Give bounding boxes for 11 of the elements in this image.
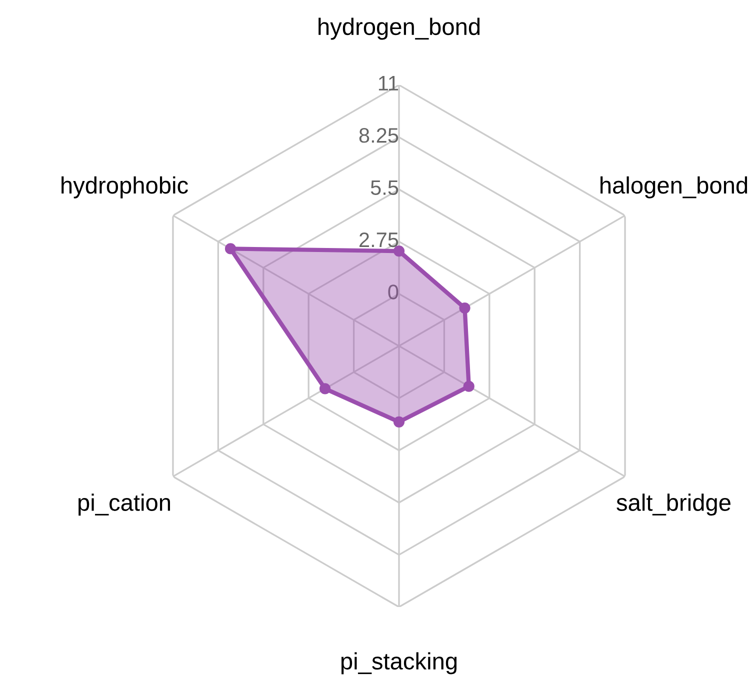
spoke-label: hydrogen_bond: [318, 18, 480, 40]
spoke-label: salt_bridge: [616, 494, 730, 516]
y-tick-label: 2.75: [360, 232, 398, 248]
y-tick-label: 11: [378, 76, 398, 90]
spoke-label: halogen_bond: [600, 176, 748, 198]
spoke-label: pi_stacking: [341, 652, 457, 674]
y-tick-label: 0: [388, 284, 398, 300]
spoke-label: pi_cation: [78, 494, 170, 516]
spoke-label: hydrophobic: [62, 176, 188, 198]
y-tick-label: 5.5: [370, 180, 398, 195]
y-tick-label: 8.25: [359, 128, 398, 143]
